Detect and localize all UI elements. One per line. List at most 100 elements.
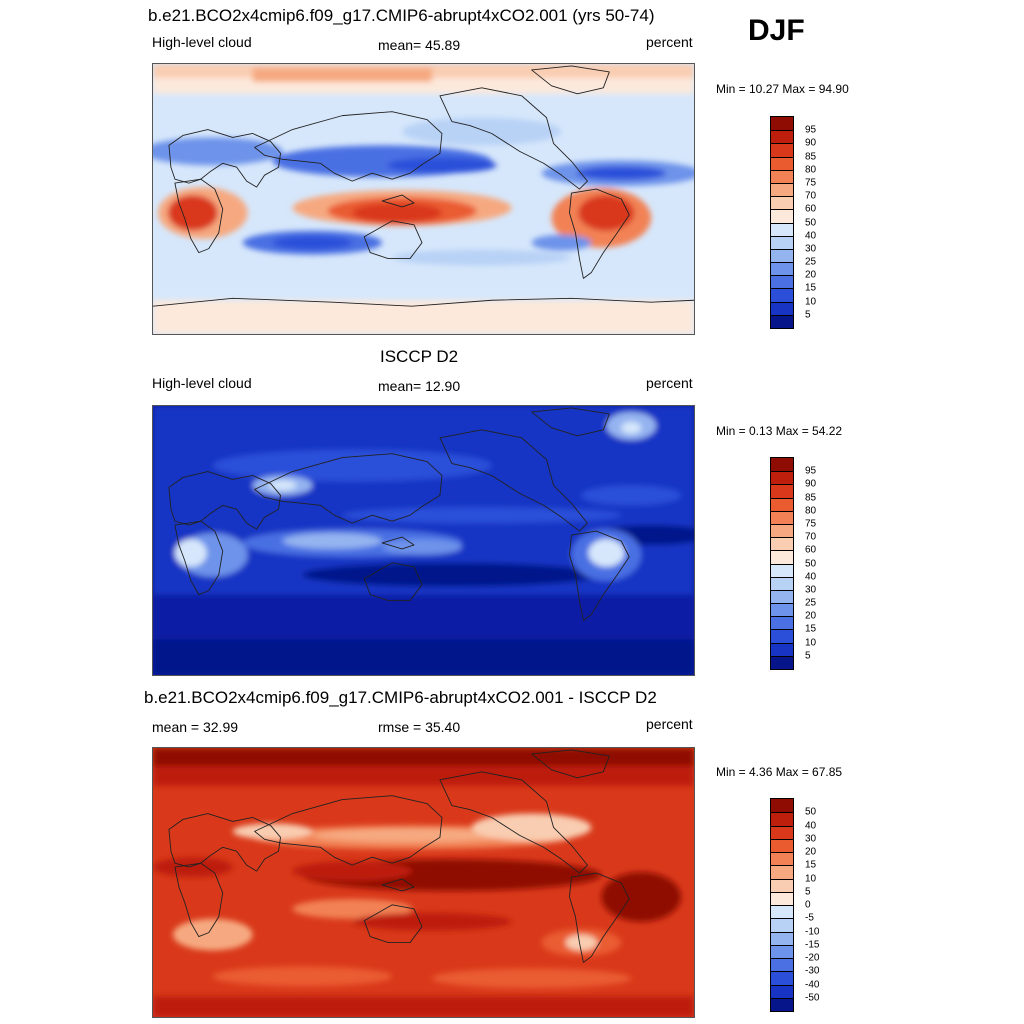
colorbar-swatch	[771, 117, 793, 131]
panel-3-mean-label: mean = 32.99	[152, 719, 239, 735]
colorbar-swatch	[771, 143, 793, 157]
colorbar-swatch	[771, 458, 793, 472]
colorbar-tick-label: 10	[805, 637, 817, 649]
colorbar-tick-label: -15	[805, 939, 820, 951]
season-label: DJF	[748, 14, 805, 47]
colorbar-swatch	[771, 891, 793, 905]
colorbar-swatch	[771, 484, 793, 498]
colorbar-swatch	[771, 997, 793, 1011]
colorbar-tick-label: 50	[805, 558, 817, 569]
panel-3-units-label: percent	[646, 716, 693, 732]
colorbar-swatch	[771, 510, 793, 524]
colorbar-tick-label: 15	[805, 859, 817, 871]
panel-2-coastlines	[168, 407, 630, 621]
colorbar-tick-label: 85	[805, 492, 817, 504]
colorbar-tick-label: 5	[805, 309, 811, 321]
colorbar-swatch	[771, 497, 793, 511]
colorbar-swatch	[771, 235, 793, 249]
colorbar-tick-label: 75	[805, 177, 817, 189]
panel-3-colorbar: 50 40 30 20 15 10 5 0 -5 -10 -15 -20 -30 -40 -50	[770, 798, 819, 1012]
colorbar-swatch	[771, 523, 793, 538]
colorbar-tick-label: 20	[805, 269, 817, 281]
colorbar-swatch	[771, 314, 793, 328]
colorbar-swatch	[771, 825, 793, 839]
colorbar-tick-label: 90	[805, 137, 817, 149]
colorbar-tick-label: 70	[805, 531, 817, 543]
panel-3-rmse-label: rmse = 35.40	[378, 719, 461, 735]
colorbar-swatch	[771, 971, 793, 985]
colorbar-tick-label: 95	[805, 124, 817, 136]
colorbar-swatch	[771, 222, 793, 236]
panel-1-title: b.e21.BCO2x4cmip6.f09_g17.CMIP6-abrupt4x…	[148, 6, 655, 25]
colorbar-swatch	[771, 589, 793, 604]
colorbar-swatch	[771, 629, 793, 643]
colorbar-tick-label: 0	[805, 899, 811, 911]
colorbar-swatch	[771, 812, 793, 826]
colorbar-swatch	[771, 958, 793, 972]
colorbar-swatch	[771, 838, 793, 852]
colorbar-tick-label: 20	[805, 846, 817, 858]
panel-3-map	[152, 747, 695, 1018]
panel-1-variable-label: High-level cloud	[152, 34, 252, 50]
colorbar-swatch	[771, 471, 793, 485]
colorbar-tick-label: -10	[805, 926, 820, 937]
panel-2-map	[152, 405, 695, 676]
colorbar-tick-label: 40	[805, 230, 817, 242]
colorbar-tick-label: -5	[805, 912, 814, 924]
colorbar-swatch	[771, 209, 793, 223]
colorbar-tick-label: 40	[805, 820, 817, 831]
colorbar-swatch	[771, 288, 793, 302]
colorbar-swatch	[771, 655, 793, 669]
colorbar-swatch	[771, 537, 793, 551]
colorbar-swatch	[771, 878, 793, 892]
colorbar-tick-label: 75	[805, 518, 817, 530]
panel-2-contour-field	[153, 406, 694, 675]
colorbar-tick-label: 90	[805, 478, 817, 490]
panel-3-coastlines	[168, 749, 630, 963]
colorbar-tick-label: 85	[805, 151, 817, 163]
panel-2-units-label: percent	[646, 375, 693, 391]
colorbar-swatch	[771, 130, 793, 144]
colorbar-swatch	[771, 550, 793, 564]
colorbar-swatch	[771, 262, 793, 276]
colorbar-tick-label: 30	[805, 243, 817, 255]
panel-1-mean-label: mean= 45.89	[378, 37, 461, 53]
panel-2-title: ISCCP D2	[380, 347, 459, 366]
colorbar-swatch	[771, 196, 793, 210]
colorbar-tick-label: 40	[805, 571, 817, 583]
colorbar-swatch	[771, 944, 793, 958]
panel-1-coastlines	[153, 65, 694, 307]
colorbar-tick-label: -40	[805, 979, 820, 990]
colorbar-swatch	[771, 799, 793, 813]
colorbar-swatch	[771, 576, 793, 590]
colorbar-swatch	[771, 182, 793, 197]
colorbar-swatch	[771, 918, 793, 932]
panel-2-mean-label: mean= 12.90	[378, 378, 461, 394]
panel-3-title: b.e21.BCO2x4cmip6.f09_g17.CMIP6-abrupt4x…	[144, 688, 657, 707]
colorbar-tick-label: 25	[805, 597, 817, 609]
colorbar-tick-label: 80	[805, 164, 817, 176]
colorbar-swatch	[771, 616, 793, 630]
colorbar-tick-label: 70	[805, 190, 817, 202]
colorbar-tick-label: 95	[805, 465, 817, 477]
panel-1-minmax: Min = 10.27 Max = 94.90	[716, 82, 849, 96]
colorbar-tick-label: 15	[805, 623, 817, 635]
colorbar-swatch	[771, 248, 793, 263]
colorbar-tick-label: 25	[805, 256, 817, 268]
panel-1-contour-field	[153, 64, 694, 334]
panel-1-colorbar: 95 90 85 80 75 70 60 50 40 30 25 20 15 10 5	[770, 116, 816, 329]
colorbar-swatch	[771, 905, 793, 919]
colorbar-tick-label: 60	[805, 544, 817, 556]
colorbar-tick-label: 5	[805, 886, 811, 898]
panel-1-map	[152, 63, 695, 335]
colorbar-swatch	[771, 931, 793, 945]
colorbar-tick-label: -20	[805, 952, 820, 964]
colorbar-tick-label: 60	[805, 203, 817, 215]
colorbar-swatch	[771, 865, 793, 879]
colorbar-tick-label: 80	[805, 505, 817, 517]
colorbar-swatch	[771, 984, 793, 998]
colorbar-tick-label: 50	[805, 217, 817, 228]
colorbar-tick-label: 30	[805, 833, 817, 845]
colorbar-tick-label: 10	[805, 873, 817, 884]
colorbar-tick-label: 5	[805, 650, 811, 662]
